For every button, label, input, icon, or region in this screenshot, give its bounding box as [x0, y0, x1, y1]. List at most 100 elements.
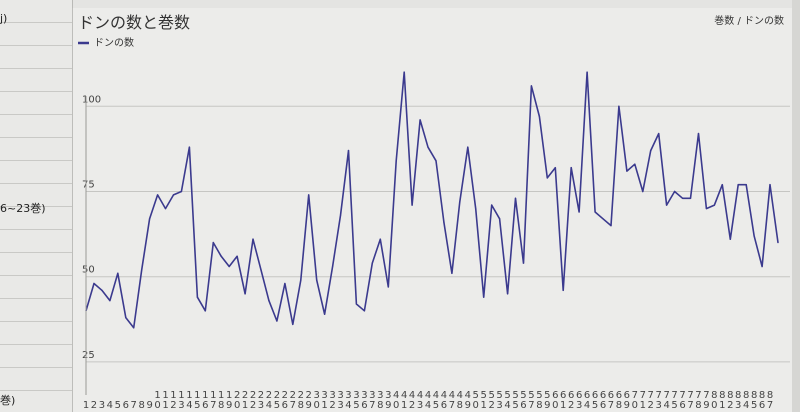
data-point: [379, 238, 381, 240]
data-point: [339, 214, 342, 216]
data-point: [117, 272, 119, 274]
data-point: [156, 194, 159, 196]
data-point: [268, 299, 270, 302]
data-point: [705, 207, 708, 210]
data-point: [164, 207, 167, 210]
data-point: [745, 184, 747, 186]
data-points: [85, 71, 779, 329]
data-point: [729, 238, 731, 240]
x-tick-label: 8: [138, 400, 144, 411]
x-tick-label: 7: [131, 400, 137, 411]
data-point: [721, 184, 723, 186]
data-point: [435, 160, 437, 162]
data-point: [475, 207, 477, 210]
data-point: [634, 163, 636, 165]
data-point: [220, 255, 222, 257]
data-point: [761, 265, 763, 268]
scroll-edge: [792, 0, 800, 412]
spreadsheet-grid: j) 6~23巻) 巻): [0, 0, 73, 412]
x-tick-label: 9: [146, 400, 152, 411]
side-label: 6~23巻): [0, 202, 46, 215]
data-point: [570, 167, 572, 169]
y-tick-label: 75: [82, 180, 95, 191]
data-point: [610, 224, 612, 227]
data-point: [459, 201, 461, 203]
data-point: [546, 177, 548, 179]
data-point: [125, 317, 127, 319]
data-point: [244, 293, 246, 295]
y-tick-label: 25: [82, 350, 95, 361]
x-tick-label: 3: [99, 400, 105, 411]
data-point: [188, 146, 191, 148]
data-point: [602, 218, 604, 220]
data-point: [514, 197, 517, 199]
data-point: [483, 296, 485, 298]
data-point: [658, 132, 660, 135]
data-point: [753, 235, 755, 237]
data-point: [93, 282, 95, 285]
data-point: [395, 160, 397, 162]
data-point: [292, 323, 294, 326]
axis-note: 巻数 / ドンの数: [714, 14, 784, 27]
data-point: [284, 282, 286, 285]
data-point: [491, 204, 493, 206]
data-point: [109, 299, 111, 302]
data-point: [642, 190, 644, 193]
data-point: [506, 293, 509, 295]
data-point: [538, 115, 540, 118]
x-tick-labels: 1 2 3 4 5 6 7 8 91 01 11 21 31 41 51 61 71 81 92 02 12 22 32 42…: [83, 390, 773, 411]
data-point: [419, 119, 421, 121]
y-tick-label: 100: [82, 94, 101, 105]
data-point: [673, 190, 676, 193]
data-point: [586, 71, 588, 73]
data-point: [522, 262, 525, 264]
data-point: [101, 289, 103, 291]
data-point: [403, 71, 405, 73]
data-point: [626, 170, 628, 172]
